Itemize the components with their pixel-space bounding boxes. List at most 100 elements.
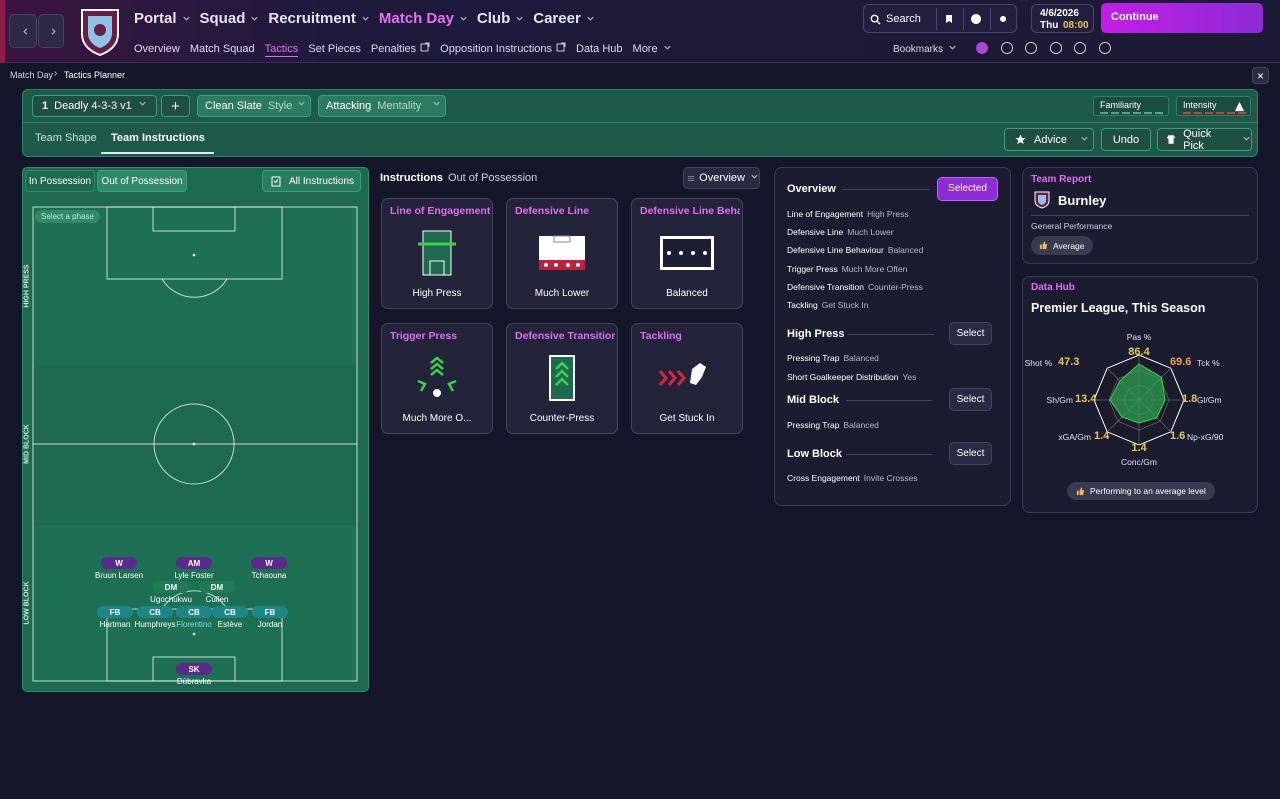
player-role[interactable]: W <box>101 557 137 569</box>
pitch-zone[interactable] <box>33 525 357 681</box>
performance-value: Average <box>1053 240 1085 251</box>
sub-nav-item[interactable]: Opposition Instructions <box>440 41 566 56</box>
nav-item[interactable]: Recruitment <box>268 8 370 28</box>
sub-nav-item[interactable]: Overview <box>134 41 180 56</box>
item-label: Defensive Line <box>787 227 844 238</box>
player-role[interactable]: FB <box>97 606 133 618</box>
instruction-card[interactable]: Defensive Line Much Lower <box>506 198 618 309</box>
search-button[interactable]: Search <box>870 9 921 29</box>
icon-part <box>691 251 695 255</box>
sub-nav: Overview Match Squad Tactics Set Pieces Pena… <box>134 41 672 57</box>
pitch-zone[interactable] <box>33 367 357 523</box>
instruction-card[interactable]: Defensive Transition Counter-Press <box>506 323 618 434</box>
player-role[interactable]: SK <box>176 663 212 675</box>
phase-toggle[interactable]: Out of Possession <box>97 170 187 192</box>
icon-part <box>1000 16 1007 22</box>
nav-chevron <box>356 10 370 27</box>
player-role[interactable]: W <box>251 557 287 569</box>
player-role[interactable]: AM <box>176 557 212 569</box>
item-value: Balanced <box>843 420 879 430</box>
player-role[interactable]: CB <box>212 606 248 618</box>
icon-part <box>251 16 259 21</box>
stat-label: Shot % <box>1024 358 1052 368</box>
sub-nav-item[interactable]: Set Pieces <box>308 41 361 56</box>
undo-button[interactable]: Undo <box>1101 128 1151 151</box>
advice-button[interactable]: Advice <box>1004 128 1094 151</box>
quick-icon[interactable] <box>1000 42 1013 54</box>
icon-part <box>561 42 566 47</box>
player-name[interactable]: Cullen <box>205 595 229 604</box>
sub-nav-item[interactable]: Tactics <box>264 41 299 57</box>
continue-button[interactable]: Continue <box>1101 3 1263 33</box>
player-name[interactable]: Dúbravka <box>176 677 212 686</box>
tactic-select[interactable]: 1 Deadly 4-3-3 v1 <box>32 95 157 117</box>
quick-icon[interactable] <box>1025 42 1037 54</box>
stat-value: 47.3 <box>1058 356 1080 368</box>
select-button[interactable]: Select <box>949 442 992 465</box>
quick-pick-button[interactable]: Quick Pick <box>1157 128 1252 152</box>
player-name[interactable]: Florentino <box>176 620 212 629</box>
tool-icon[interactable] <box>963 8 988 30</box>
nav-item[interactable]: Squad <box>200 8 260 28</box>
player-name[interactable]: Hartman <box>99 620 131 629</box>
tab-underline <box>101 152 214 154</box>
player-role[interactable]: FB <box>252 606 288 618</box>
nav-item[interactable]: Club <box>477 8 524 28</box>
overview-item: Pressing Trap Balanced <box>787 420 879 430</box>
summary-text: Performing to an average level <box>1090 486 1206 496</box>
item-label: Cross Engagement <box>787 473 860 483</box>
pitch-zone[interactable] <box>33 207 357 365</box>
player-role[interactable]: DM <box>153 581 189 593</box>
card-value: Much Lower <box>534 288 590 299</box>
club-badge[interactable] <box>78 6 122 57</box>
player-role[interactable]: CB <box>137 606 173 618</box>
close-button[interactable]: × <box>1252 67 1269 84</box>
add-tactic[interactable]: + <box>161 95 190 117</box>
sub-nav-item[interactable]: Match Squad <box>190 41 255 56</box>
player-name[interactable]: Ugochukwu <box>150 595 192 604</box>
icon-part <box>870 14 881 25</box>
card-title: Defensive Line <box>515 205 590 217</box>
card-value: Balanced <box>666 288 708 299</box>
forward-button[interactable] <box>38 14 64 48</box>
select-button[interactable]: Select <box>949 388 992 411</box>
tool-icon[interactable] <box>936 8 961 30</box>
tab[interactable]: Team Instructions <box>111 132 205 144</box>
nav-item[interactable]: Match Day <box>379 8 468 28</box>
back-button[interactable] <box>9 14 37 48</box>
quick-icon[interactable] <box>1049 42 1062 54</box>
icon-part <box>663 45 671 50</box>
nav-item[interactable]: Portal <box>134 8 191 28</box>
player-role[interactable]: DM <box>199 581 235 593</box>
view-select[interactable]: Overview <box>683 167 760 189</box>
player-role[interactable]: CB <box>176 606 212 618</box>
style-select[interactable]: Clean Slate Style <box>197 95 311 117</box>
tab[interactable]: Team Shape <box>35 132 97 144</box>
player-name[interactable]: Lyle Foster <box>174 571 214 580</box>
nav-label: Portal <box>134 9 177 27</box>
player-name[interactable]: Bruun Larsen <box>94 571 144 580</box>
sub-nav-item[interactable]: More <box>633 41 672 56</box>
sub-nav-item[interactable]: Data Hub <box>576 41 622 56</box>
bookmarks[interactable]: Bookmarks <box>893 43 957 55</box>
player-name[interactable]: Humphreys <box>134 620 176 629</box>
nav-item[interactable]: Career <box>533 8 595 28</box>
familiarity-label: Familiarity <box>1100 100 1142 110</box>
quick-icon[interactable] <box>1098 42 1111 54</box>
sub-nav-item[interactable]: Penalties <box>371 41 430 56</box>
player-name[interactable]: Jordan <box>257 620 283 629</box>
select-button[interactable]: Select <box>949 322 992 345</box>
instruction-card[interactable]: Defensive Line Behavic Balanced <box>631 198 743 309</box>
quick-icon[interactable] <box>1074 42 1086 54</box>
instruction-card[interactable]: Line of Engagement High Press <box>381 198 493 309</box>
instruction-card[interactable]: Tackling Get Stuck In <box>631 323 743 434</box>
player-name[interactable]: Estève <box>217 620 243 629</box>
tool-icon[interactable] <box>990 8 1015 30</box>
mentality-select[interactable]: Attacking Mentality <box>318 95 446 117</box>
quick-icon[interactable] <box>976 42 988 54</box>
selected-button[interactable]: Selected <box>937 177 998 201</box>
instruction-card[interactable]: Trigger Press Much More O... <box>381 323 493 434</box>
phase-toggle[interactable]: In Possession <box>25 170 95 192</box>
player-name[interactable]: Tchaouna <box>251 571 287 580</box>
all-instructions-button[interactable]: All Instructions <box>262 170 361 192</box>
